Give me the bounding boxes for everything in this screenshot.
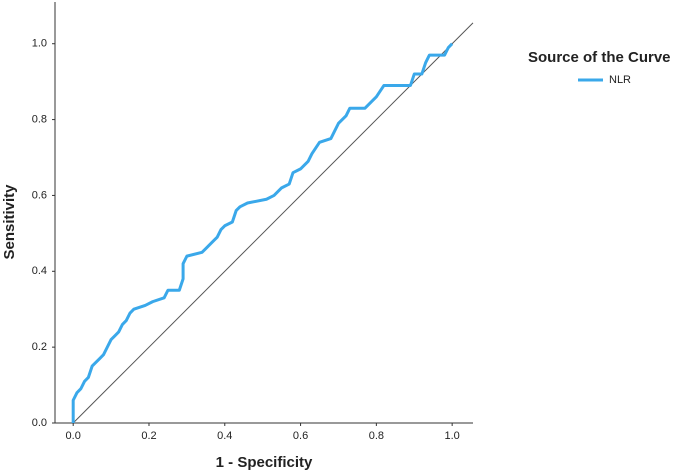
x-tick-label: 0.4 <box>217 430 232 442</box>
reference-line <box>72 22 474 424</box>
y-tick-label: 0.0 <box>32 417 47 429</box>
x-tick-label: 0.8 <box>369 430 384 442</box>
y-tick-label: 0.4 <box>32 265 47 277</box>
x-tick-label: 0.2 <box>141 430 156 442</box>
x-axis-label: 1 - Specificity <box>216 454 313 471</box>
x-tick-label: 0.6 <box>293 430 308 442</box>
roc-curve <box>71 42 454 423</box>
y-tick-label: 0.8 <box>32 113 47 125</box>
legend-title: Source of the Curve <box>528 49 671 66</box>
y-tick-label: 0.2 <box>32 341 47 353</box>
x-tick-label: 0.0 <box>66 430 81 442</box>
legend-label: NLR <box>609 74 631 86</box>
x-tick-label: 1.0 <box>445 430 460 442</box>
y-tick-label: 1.0 <box>32 38 47 50</box>
y-axis-label: Sensitivity <box>1 184 18 260</box>
y-tick-label: 0.6 <box>32 189 47 201</box>
